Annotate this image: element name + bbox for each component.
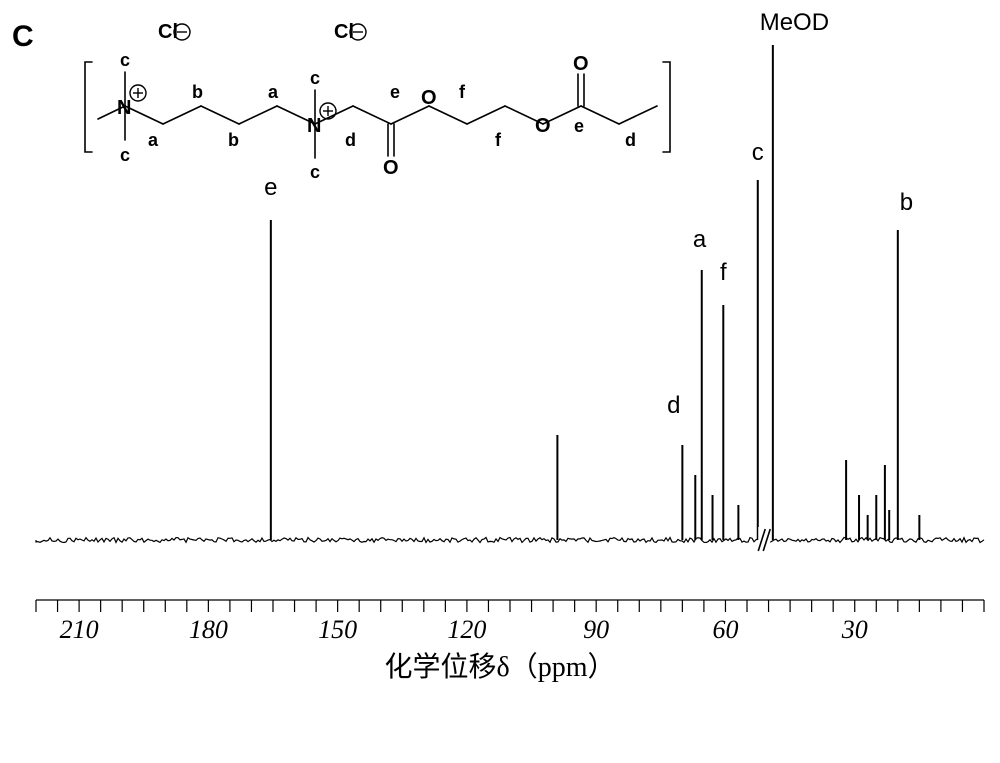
- baseline: [36, 538, 984, 543]
- peak-label-MeOD: MeOD: [760, 9, 829, 36]
- peak-label-d: d: [667, 392, 680, 419]
- peak-label-a: a: [693, 226, 707, 253]
- x-tick-label: 210: [60, 615, 99, 644]
- x-axis-label: 化学位移δ（ppm）: [0, 645, 1000, 685]
- x-tick-label: 30: [841, 615, 868, 644]
- peak-label-b: b: [900, 189, 913, 216]
- x-tick-label: 150: [318, 615, 357, 644]
- peak-label-f: f: [720, 259, 727, 286]
- x-tick-label: 180: [189, 615, 228, 644]
- x-tick-label: 90: [583, 615, 609, 644]
- x-tick-label: 60: [712, 615, 738, 644]
- peak-label-e: e: [264, 174, 277, 201]
- peak-label-c: c: [752, 139, 764, 166]
- chart-canvas: C: [0, 0, 1000, 763]
- x-tick-label: 120: [447, 615, 486, 644]
